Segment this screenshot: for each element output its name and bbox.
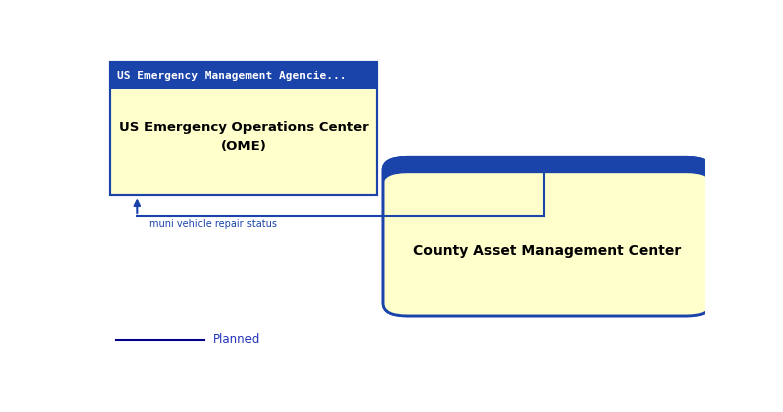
FancyBboxPatch shape xyxy=(383,157,711,316)
Bar xyxy=(110,62,377,89)
Text: County Asset Management Center: County Asset Management Center xyxy=(413,244,681,258)
Bar xyxy=(431,186,662,303)
Bar xyxy=(407,186,687,290)
Bar xyxy=(110,62,377,195)
FancyBboxPatch shape xyxy=(383,157,711,316)
Bar xyxy=(110,62,377,195)
Text: muni vehicle repair status: muni vehicle repair status xyxy=(150,218,277,229)
Text: Planned: Planned xyxy=(213,333,261,346)
Text: US Emergency Operations Center
(OME): US Emergency Operations Center (OME) xyxy=(119,121,368,153)
FancyBboxPatch shape xyxy=(383,173,711,316)
Text: US Emergency Management Agencie...: US Emergency Management Agencie... xyxy=(117,70,347,81)
